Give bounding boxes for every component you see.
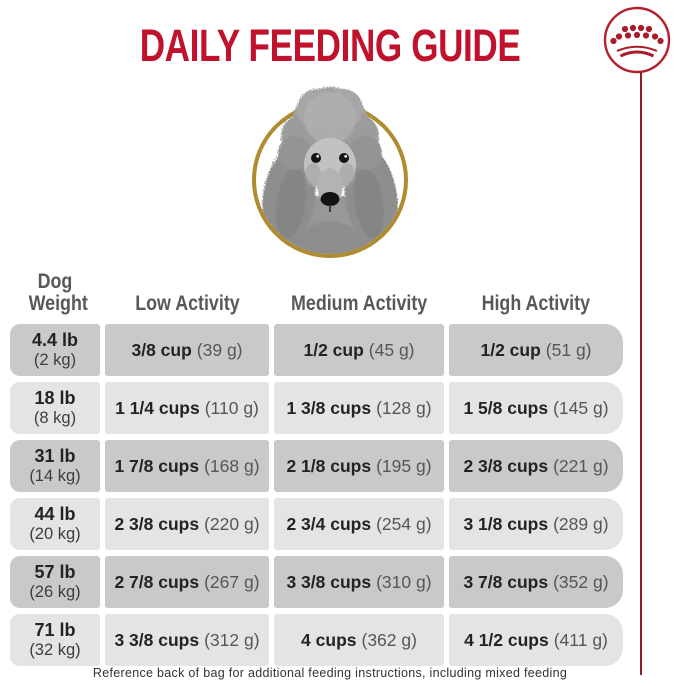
cup-amount: 3 1/8 cups [463,513,549,534]
accent-vertical-rule [640,72,642,675]
weight-kg: (32 kg) [29,641,81,660]
page-title: DAILY FEEDING GUIDE [0,20,660,71]
col-header-medium-activity: Medium Activity [274,262,444,318]
high-activity-cell: 3 1/8 cups (289 g) [449,498,623,550]
cup-amount: 2 3/8 cups [463,455,549,476]
gram-amount: (45 g) [368,339,415,360]
feeding-table: Dog Weight Low Activity Medium Activity … [10,262,623,666]
gram-amount: (110 g) [204,397,259,418]
gram-amount: (310 g) [376,571,432,592]
col-header-low-activity: Low Activity [105,262,269,318]
weight-lb: 4.4 lb [31,329,79,350]
col-header-dog-weight-label: Dog Weight [28,269,88,315]
gram-amount: (289 g) [553,513,609,534]
weight-lb: 57 lb [34,561,76,582]
gram-amount: (312 g) [204,629,260,650]
gram-amount: (168 g) [204,455,260,476]
gram-amount: (39 g) [196,339,243,360]
weight-cell: 44 lb (20 kg) [10,498,100,550]
cup-amount: 1 5/8 cups [463,397,549,418]
cup-amount: 1 1/4 cups [115,397,200,418]
col-header-high-activity: High Activity [449,262,623,318]
high-activity-cell: 4 1/2 cups (411 g) [449,614,623,666]
poodle-portrait-icon [235,85,425,275]
weight-kg: (20 kg) [29,525,81,544]
medium-activity-cell: 1/2 cup (45 g) [274,324,444,376]
weight-cell: 71 lb (32 kg) [10,614,100,666]
low-activity-cell: 1 7/8 cups (168 g) [105,440,269,492]
medium-activity-cell: 2 3/4 cups (254 g) [274,498,444,550]
weight-cell: 4.4 lb (2 kg) [10,324,100,376]
low-activity-cell: 1 1/4 cups (110 g) [105,382,269,434]
gram-amount: (51 g) [545,339,592,360]
low-activity-cell: 3 3/8 cups (312 g) [105,614,269,666]
medium-activity-cell: 1 3/8 cups (128 g) [274,382,444,434]
high-activity-cell: 1/2 cup (51 g) [449,324,623,376]
gram-amount: (128 g) [376,397,432,418]
low-activity-cell: 3/8 cup (39 g) [105,324,269,376]
medium-activity-cell: 2 1/8 cups (195 g) [274,440,444,492]
weight-cell: 31 lb (14 kg) [10,440,100,492]
gram-amount: (145 g) [553,397,609,418]
footer-note: Reference back of bag for additional fee… [92,666,568,680]
col-header-high-activity-label: High Activity [481,291,591,315]
gram-amount: (221 g) [553,455,609,476]
weight-kg: (2 kg) [33,351,77,370]
gram-amount: (411 g) [553,629,608,650]
weight-lb: 71 lb [34,619,76,640]
cup-amount: 4 1/2 cups [464,629,549,650]
medium-activity-cell: 4 cups (362 g) [274,614,444,666]
cup-amount: 2 3/4 cups [286,513,372,534]
col-header-medium-activity-label: Medium Activity [290,291,428,315]
page-title-text: DAILY FEEDING GUIDE [139,20,521,71]
weight-kg: (26 kg) [29,583,81,602]
weight-cell: 18 lb (8 kg) [10,382,100,434]
medium-activity-cell: 3 3/8 cups (310 g) [274,556,444,608]
cup-amount: 1/2 cup [480,339,541,360]
cup-amount: 3 7/8 cups [463,571,549,592]
weight-cell: 57 lb (26 kg) [10,556,100,608]
cup-amount: 2 7/8 cups [114,571,200,592]
cup-amount: 3 3/8 cups [286,571,372,592]
high-activity-cell: 2 3/8 cups (221 g) [449,440,623,492]
gram-amount: (220 g) [204,513,260,534]
high-activity-cell: 3 7/8 cups (352 g) [449,556,623,608]
col-header-dog-weight: Dog Weight [10,262,100,318]
weight-lb: 18 lb [34,387,76,408]
cup-amount: 2 1/8 cups [286,455,372,476]
gram-amount: (195 g) [376,455,432,476]
gram-amount: (352 g) [553,571,609,592]
cup-amount: 1/2 cup [303,339,364,360]
cup-amount: 3 3/8 cups [114,629,200,650]
col-header-low-activity-label: Low Activity [134,291,240,315]
high-activity-cell: 1 5/8 cups (145 g) [449,382,623,434]
low-activity-cell: 2 3/8 cups (220 g) [105,498,269,550]
gram-amount: (362 g) [361,629,417,650]
low-activity-cell: 2 7/8 cups (267 g) [105,556,269,608]
weight-kg: (8 kg) [33,409,77,428]
weight-lb: 44 lb [34,503,76,524]
crown-logo-icon [601,4,673,76]
gram-amount: (254 g) [376,513,432,534]
cup-amount: 3/8 cup [131,339,192,360]
cup-amount: 1 3/8 cups [286,397,372,418]
cup-amount: 2 3/8 cups [114,513,200,534]
gram-amount: (267 g) [204,571,260,592]
cup-amount: 1 7/8 cups [114,455,200,476]
cup-amount: 4 cups [301,629,357,650]
weight-kg: (14 kg) [29,467,81,486]
weight-lb: 31 lb [34,445,76,466]
